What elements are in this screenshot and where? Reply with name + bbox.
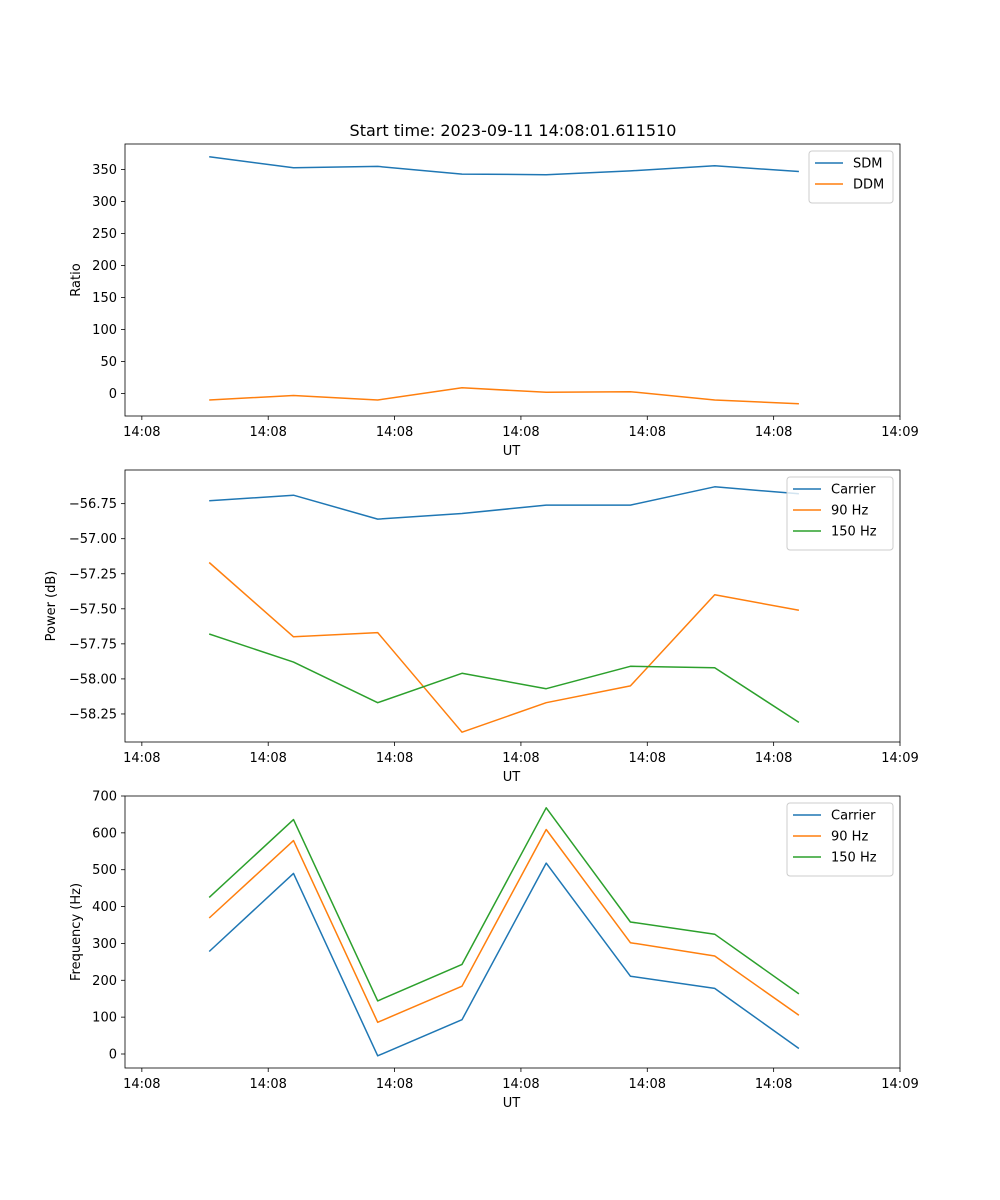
power-y-tick-label: −58.25	[69, 707, 117, 722]
frequency-axes-frame	[124, 795, 901, 1069]
power-y-tick-label: −57.50	[69, 602, 117, 617]
power-y-tick-label: −58.00	[69, 672, 117, 687]
frequency-x-tick-label: 14:08	[502, 1077, 539, 1092]
frequency-y-tick-label: 100	[92, 1011, 117, 1026]
power-series-line-carrier	[209, 486, 799, 520]
power-x-tick-label: 14:08	[502, 751, 539, 766]
figure-title: Start time: 2023-09-11 14:08:01.611510	[350, 121, 677, 140]
frequency-series-line-carrier	[208, 862, 800, 1057]
ratio-x-tick-label: 14:09	[881, 425, 918, 440]
ratio-y-tick-label: 0	[109, 387, 117, 402]
power-x-axis-label: UT	[503, 770, 521, 785]
frequency-panel: 14:08 14:08 14:08 14:08 14:08 14:08 14:09 0 100 2…	[69, 790, 919, 1112]
ratio-legend-label: SDM	[853, 157, 882, 172]
ratio-y-tick-label: 100	[92, 323, 117, 338]
power-x-tick-label: 14:08	[755, 751, 792, 766]
power-panel: 14:08 14:08 14:08 14:08 14:08 14:08 14:09 −58.2…	[44, 469, 919, 785]
ratio-x-tick-label: 14:08	[249, 425, 286, 440]
ratio-y-axis-label: Ratio	[69, 263, 84, 296]
frequency-legend-label: 90 Hz	[831, 830, 868, 845]
ratio-x-axis-label: UT	[503, 444, 521, 459]
ratio-x-tick-label: 14:08	[376, 425, 413, 440]
frequency-y-tick-label: 700	[92, 790, 117, 805]
ratio-y-tick-label: 300	[92, 195, 117, 210]
ratio-y-tick-label: 50	[100, 355, 117, 370]
frequency-x-axis-label: UT	[503, 1096, 521, 1111]
frequency-y-tick-label: 500	[92, 863, 117, 878]
power-legend-label: Carrier	[831, 483, 876, 498]
power-x-tick-label: 14:08	[123, 751, 160, 766]
ratio-axes-frame	[124, 143, 901, 417]
power-y-tick-label: −57.75	[69, 637, 117, 652]
frequency-x-tick-label: 14:08	[629, 1077, 666, 1092]
ratio-y-tick-label: 250	[92, 227, 117, 242]
frequency-legend-label: Carrier	[831, 809, 876, 824]
frequency-y-axis-label: Frequency (Hz)	[69, 883, 84, 981]
frequency-y-tick-label: 600	[92, 826, 117, 841]
power-x-tick-label: 14:08	[629, 751, 666, 766]
power-legend-label: 90 Hz	[831, 504, 868, 519]
ratio-x-tick-label: 14:08	[755, 425, 792, 440]
frequency-x-tick-label: 14:08	[755, 1077, 792, 1092]
frequency-y-tick-label: 0	[109, 1047, 117, 1062]
frequency-series-line-90-hz	[208, 828, 800, 1024]
frequency-y-tick-label: 200	[92, 974, 117, 989]
power-y-tick-label: −56.75	[69, 497, 117, 512]
power-x-tick-label: 14:08	[249, 751, 286, 766]
ratio-panel: 14:08 14:08 14:08 14:08 14:08 14:08 14:09 0 50 10…	[69, 143, 919, 459]
power-y-axis-label: Power (dB)	[44, 571, 59, 642]
power-series-line-150-hz	[208, 633, 800, 724]
ratio-x-tick-label: 14:08	[502, 425, 539, 440]
power-y-tick-label: −57.00	[69, 532, 117, 547]
ratio-series-line-sdm	[209, 156, 799, 176]
frequency-series-line-150-hz	[208, 807, 800, 1002]
ratio-x-tick-label: 14:08	[123, 425, 160, 440]
frequency-x-tick-label: 14:08	[249, 1077, 286, 1092]
power-axes-frame	[124, 469, 901, 743]
power-x-tick-label: 14:08	[376, 751, 413, 766]
power-x-tick-label: 14:09	[881, 751, 918, 766]
ratio-y-tick-label: 150	[92, 291, 117, 306]
frequency-y-tick-label: 400	[92, 900, 117, 915]
power-legend-label: 150 Hz	[831, 525, 877, 540]
ratio-legend-box	[808, 150, 894, 204]
frequency-legend-label: 150 Hz	[831, 851, 877, 866]
ratio-legend-label: DDM	[853, 178, 884, 193]
ratio-y-tick-label: 200	[92, 259, 117, 274]
frequency-x-tick-label: 14:09	[881, 1077, 918, 1092]
power-y-tick-label: −57.25	[69, 567, 117, 582]
frequency-x-tick-label: 14:08	[376, 1077, 413, 1092]
power-series-line-90-hz	[208, 561, 800, 733]
frequency-x-tick-label: 14:08	[123, 1077, 160, 1092]
ratio-series-line-ddm	[209, 387, 799, 405]
frequency-y-tick-label: 300	[92, 937, 117, 952]
ratio-x-tick-label: 14:08	[629, 425, 666, 440]
ratio-y-tick-label: 350	[92, 163, 117, 178]
